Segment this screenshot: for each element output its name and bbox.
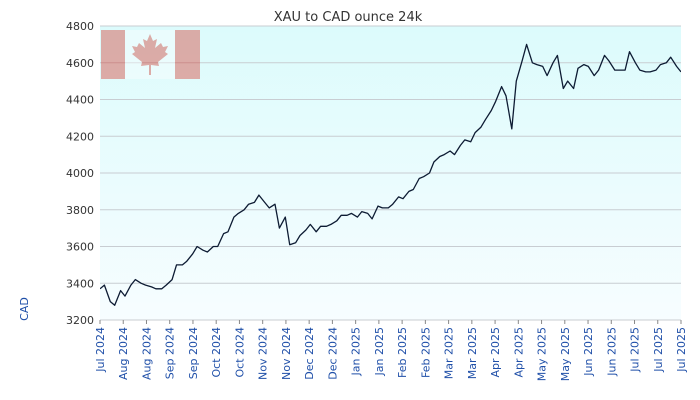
price-line bbox=[100, 43, 681, 306]
x-tick-label: Jul 2025 bbox=[675, 327, 688, 373]
y-tick-label: 3200 bbox=[66, 314, 94, 327]
x-tick-label: Sep 2024 bbox=[187, 327, 200, 379]
y-tick-label: 4000 bbox=[66, 167, 94, 180]
y-tick-label: 3600 bbox=[66, 241, 94, 254]
x-tick-label: Nov 2024 bbox=[257, 327, 270, 380]
chart-title: XAU to CAD ounce 24k bbox=[274, 10, 423, 25]
x-tick-label: Sep 2024 bbox=[164, 327, 177, 379]
y-tick-label: 4600 bbox=[66, 57, 94, 70]
y-tick-label: 3800 bbox=[66, 204, 94, 217]
x-tick-label: Aug 2024 bbox=[117, 327, 130, 380]
canada-flag-icon bbox=[101, 30, 200, 79]
x-tick-label: Mar 2025 bbox=[443, 327, 456, 379]
y-tick-label: 4800 bbox=[66, 20, 94, 33]
y-tick-label: 4400 bbox=[66, 94, 94, 107]
x-tick-label: Apr 2025 bbox=[512, 327, 525, 378]
x-tick-label: Feb 2025 bbox=[419, 327, 432, 378]
x-tick-label: Jul 2025 bbox=[652, 327, 665, 373]
x-tick-label: Jul 2024 bbox=[94, 327, 107, 373]
x-tick-label: Feb 2025 bbox=[396, 327, 409, 378]
x-tick-label: Nov 2024 bbox=[280, 327, 293, 380]
x-tick-label: Mar 2025 bbox=[466, 327, 479, 379]
x-tick-label: Jun 2025 bbox=[605, 327, 618, 377]
y-tick-label: 4200 bbox=[66, 130, 94, 143]
x-tick-label: Oct 2024 bbox=[233, 327, 246, 378]
x-tick-label: Dec 2024 bbox=[303, 327, 316, 380]
x-tick-label: Oct 2024 bbox=[210, 327, 223, 378]
x-axis: Jul 2024 Aug 2024 Aug 2024 Sep 2024 Sep 2024… bbox=[94, 320, 688, 381]
x-tick-label: Jan 2025 bbox=[350, 327, 363, 376]
x-tick-label: Dec 2024 bbox=[326, 327, 339, 380]
y-axis-label: CAD bbox=[18, 297, 31, 321]
y-tick-label: 3400 bbox=[66, 277, 94, 290]
x-tick-label: May 2025 bbox=[536, 327, 549, 381]
x-tick-label: Jul 2025 bbox=[629, 327, 642, 373]
y-axis: 3200 3400 3600 3800 4000 4200 4400 4600 4800 bbox=[66, 20, 94, 327]
x-tick-label: Jun 2025 bbox=[582, 327, 595, 377]
x-tick-label: Jan 2025 bbox=[373, 327, 386, 376]
x-tick-label: Aug 2024 bbox=[140, 327, 153, 380]
x-tick-label: May 2025 bbox=[559, 327, 572, 381]
x-tick-label: Apr 2025 bbox=[489, 327, 502, 378]
